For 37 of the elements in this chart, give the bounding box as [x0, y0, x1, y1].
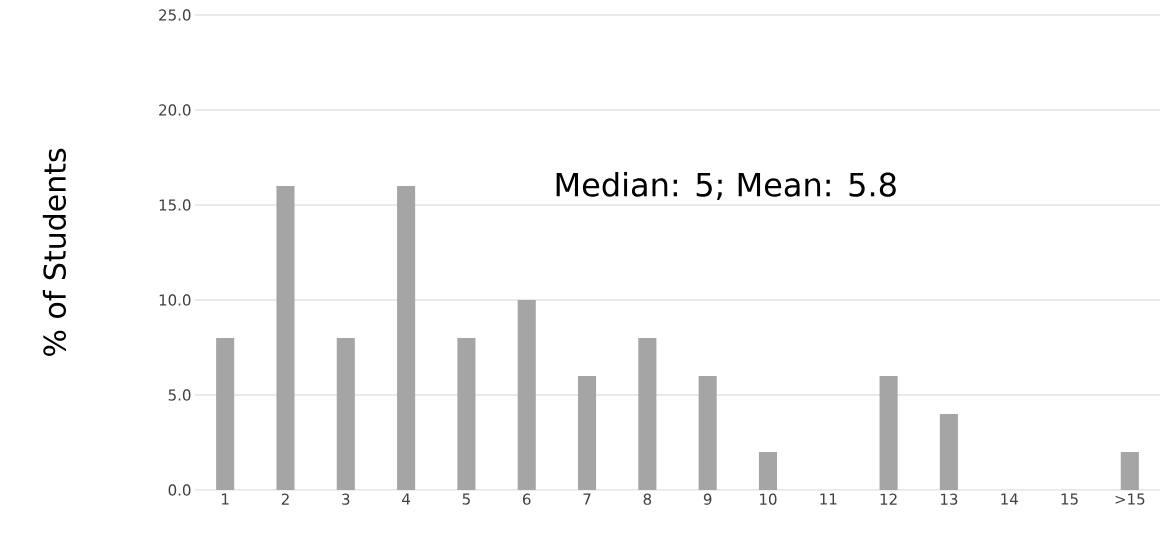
- x-tick-label: 15: [1061, 493, 1078, 505]
- bar: [397, 185, 416, 490]
- x-tick-label: 4: [402, 493, 411, 505]
- x-tick-label: 6: [523, 493, 531, 505]
- annotation: Median: 5; Mean: 5.8: [556, 171, 896, 200]
- bar: [457, 337, 476, 490]
- x-tick-label: 8: [643, 493, 652, 505]
- bar: [276, 185, 295, 490]
- x-tick-label: >15: [1115, 493, 1145, 505]
- bar: [216, 337, 235, 490]
- x-tick-label: 1: [222, 493, 229, 505]
- bar: [336, 337, 355, 490]
- x-tick-label: 2: [281, 493, 289, 505]
- y-axis-title: % of Students: [42, 148, 67, 356]
- bar: [698, 375, 717, 490]
- bar: [638, 337, 657, 490]
- x-tick-label: 3: [342, 493, 350, 505]
- y-tick-label: 25.0: [159, 9, 191, 21]
- y-tick-label: 0.0: [168, 484, 191, 496]
- bar: [758, 451, 778, 490]
- y-tick-label: 20.0: [159, 104, 191, 116]
- x-tick-label: 14: [1001, 493, 1018, 505]
- y-tick-label: 5.0: [168, 389, 191, 401]
- bar: [879, 375, 898, 490]
- bar: [939, 413, 958, 490]
- bar: [1120, 451, 1139, 490]
- y-tick-label: 15.0: [159, 199, 191, 211]
- x-tick-label: 5: [462, 493, 470, 505]
- bar: [577, 375, 597, 490]
- x-tick-label: 10: [760, 493, 777, 505]
- x-tick-label: 9: [703, 493, 712, 505]
- y-tick-label: 10.0: [159, 294, 191, 306]
- x-tick-label: 11: [820, 493, 837, 505]
- x-tick-label: 13: [941, 493, 958, 505]
- x-tick-label: 12: [880, 493, 897, 505]
- x-tick-label: 7: [583, 493, 591, 505]
- bar: [517, 299, 536, 490]
